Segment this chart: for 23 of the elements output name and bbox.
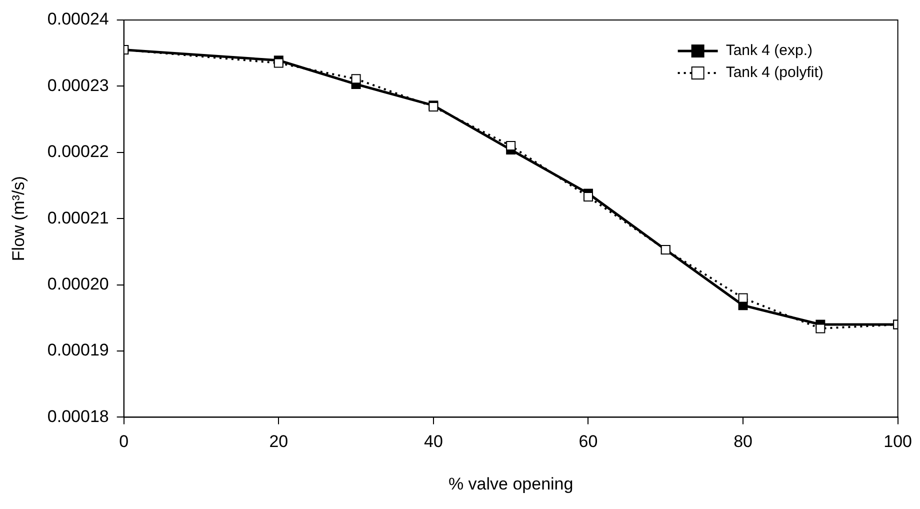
- y-axis-title: Flow (m³/s): [8, 176, 28, 262]
- y-tick-label: 0.00020: [47, 274, 109, 294]
- point: [738, 293, 748, 303]
- y-tick-label: 0.00023: [47, 76, 109, 95]
- legend-label: Tank 4 (exp.): [726, 42, 813, 60]
- y-tick-label: 0.00024: [47, 10, 109, 29]
- x-tick-label: 60: [578, 432, 598, 452]
- point: [351, 74, 361, 84]
- x-tick-label: 40: [424, 432, 443, 452]
- y-tick-label: 0.00019: [47, 340, 109, 360]
- x-tick-label: 100: [884, 432, 912, 452]
- y-tick-label: 0.00021: [47, 208, 109, 228]
- x-axis-title: % valve opening: [448, 474, 574, 494]
- y-tick-label: 0.00022: [47, 142, 109, 162]
- point: [583, 192, 593, 202]
- point: [816, 324, 826, 334]
- x-tick-label: 20: [269, 432, 288, 452]
- x-tick-label: 80: [734, 432, 752, 452]
- x-tick-label: 0: [119, 432, 129, 452]
- point: [506, 141, 516, 151]
- point: [274, 58, 284, 68]
- legend-label: Tank 4 (polyfit): [726, 64, 824, 82]
- y-tick-label: 0.00018: [47, 406, 109, 426]
